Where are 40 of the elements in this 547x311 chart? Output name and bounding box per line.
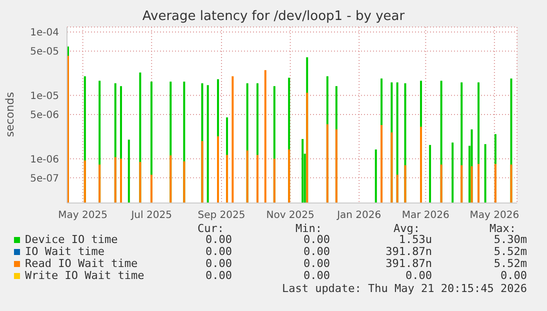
- text: 391.87n: [386, 245, 432, 258]
- text: 391.87n: [386, 257, 432, 270]
- text: 0.00: [406, 269, 432, 282]
- legend-label: Read IO Wait time: [25, 257, 138, 270]
- y-tick-label: 5e-06: [30, 110, 59, 121]
- x-tick-label: Nov 2025: [266, 210, 314, 222]
- y-tick-label: 1e-04: [30, 28, 59, 39]
- y-tick-label: 1e-05: [30, 90, 59, 102]
- x-tick-label: May 2025: [58, 210, 108, 222]
- text: 0.00: [206, 257, 232, 270]
- text: Cur:: [198, 222, 224, 235]
- y-tick-label: 1e-06: [30, 154, 59, 166]
- text: 0.00: [500, 269, 527, 282]
- x-tick-label: Jul 2025: [130, 210, 172, 222]
- text: 0.00: [206, 269, 232, 282]
- text: 1.53u: [398, 233, 432, 246]
- legend-label: Device IO time: [25, 233, 118, 246]
- y-tick-label: 5e-05: [30, 46, 59, 58]
- text: 5.52m: [494, 245, 527, 258]
- text: 5.52m: [494, 257, 527, 270]
- text: 0.00: [206, 245, 232, 258]
- x-tick-label: Mar 2026: [402, 210, 450, 222]
- x-tick-label: Sep 2025: [198, 210, 246, 222]
- text: 0.00: [206, 233, 232, 246]
- text: Min:: [296, 222, 322, 235]
- legend-label: IO Wait time: [25, 245, 104, 258]
- text: 0.00: [304, 269, 330, 282]
- x-tick-label: Jan 2026: [336, 210, 382, 222]
- x-tick-label: May 2026: [470, 210, 520, 222]
- y-tick-label: 5e-07: [30, 173, 59, 184]
- text: Last update: Thu May 21 20:15:45 2026: [282, 282, 527, 295]
- legend-label: Write IO Wait time: [25, 269, 144, 282]
- text: 0.00: [304, 257, 330, 270]
- text: 5.30m: [494, 233, 527, 246]
- text: Avg:: [394, 222, 420, 235]
- text: 0.00: [304, 245, 330, 258]
- y-axis-title: seconds: [4, 91, 16, 139]
- chart-title: Average latency for /dev/loop1 - by year: [141, 9, 406, 24]
- text: 0.00: [304, 233, 330, 246]
- text: Max:: [490, 222, 516, 235]
